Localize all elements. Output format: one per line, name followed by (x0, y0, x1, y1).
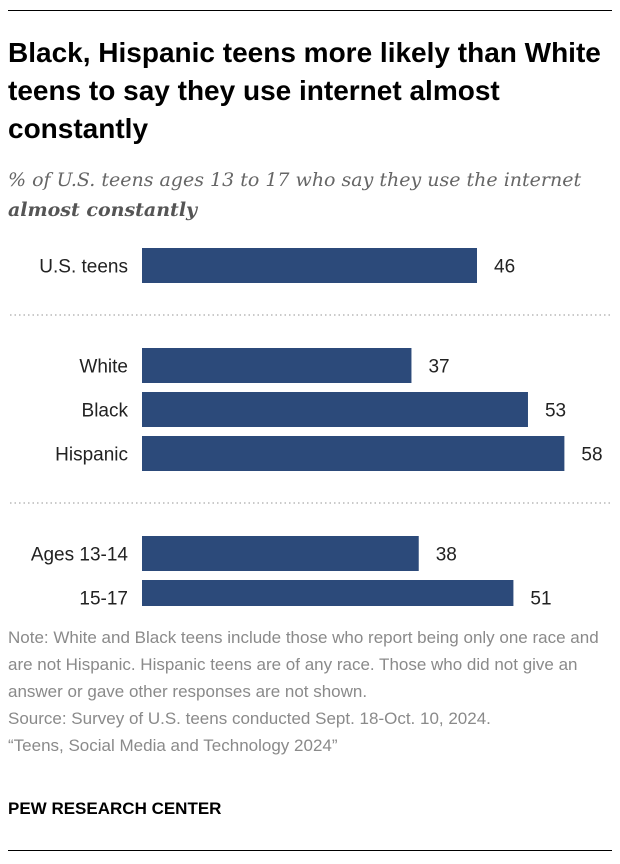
bar-15-17 (142, 580, 514, 606)
category-label-hispanic: Hispanic (55, 445, 128, 466)
value-label-u-s-teens: 46 (494, 257, 515, 278)
bar-white (142, 348, 412, 383)
category-label-15-17: 15-17 (79, 589, 128, 607)
value-label-ages-13-14: 38 (436, 545, 457, 566)
value-label-white: 37 (428, 357, 449, 378)
value-label-hispanic: 58 (581, 445, 602, 466)
category-label-ages-13-14: Ages 13-14 (31, 545, 129, 566)
value-label-black: 53 (545, 401, 566, 422)
organization-name: PEW RESEARCH CENTER (8, 799, 222, 818)
chart-notes: Note: White and Black teens include thos… (8, 624, 612, 759)
chart-subtitle: % of U.S. teens ages 13 to 17 who say th… (8, 165, 608, 225)
note-text: Note: White and Black teens include thos… (8, 628, 599, 701)
source-text: Source: Survey of U.S. teens conducted S… (8, 709, 491, 728)
bar-u-s-teens (142, 248, 477, 283)
chart-title: Black, Hispanic teens more likely than W… (8, 37, 601, 144)
bottom-rule (8, 850, 612, 851)
report-title: “Teens, Social Media and Technology 2024… (8, 736, 338, 755)
subtitle-text: % of U.S. teens ages 13 to 17 who say th… (8, 169, 582, 191)
category-label-u-s-teens: U.S. teens (39, 257, 128, 278)
subtitle-emphasis: almost constantly (8, 199, 198, 221)
bar-black (142, 392, 528, 427)
bar-hispanic (142, 436, 565, 471)
value-label-15-17: 51 (530, 589, 551, 607)
category-label-black: Black (82, 401, 129, 422)
top-rule (8, 10, 612, 11)
bar-chart: U.S. teens 46 White 37 Black 53 Hispanic 58 Ages… (10, 248, 612, 607)
category-label-white: White (79, 357, 128, 378)
bar-ages-13-14 (142, 536, 419, 571)
